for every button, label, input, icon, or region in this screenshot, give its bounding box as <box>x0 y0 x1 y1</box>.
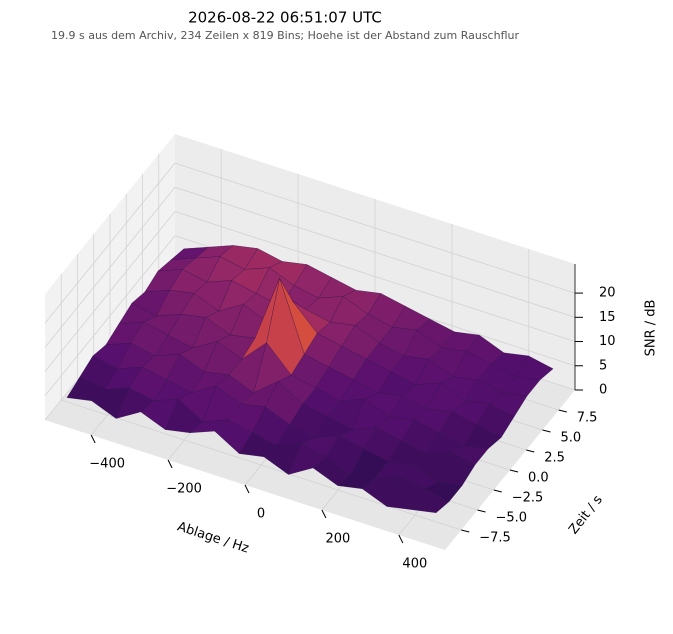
x-tick <box>167 459 173 469</box>
y-axis-label: Zeit / s <box>566 492 606 537</box>
grid-line <box>44 162 176 324</box>
y-tick <box>542 429 551 433</box>
x-tick <box>321 509 327 519</box>
z-tick-label: 15 <box>599 310 616 325</box>
y-tick-label: 5.0 <box>561 431 582 446</box>
grid-line <box>44 211 176 372</box>
x-axis-label: Ablage / Hz <box>175 519 250 556</box>
y-tick-label: −7.5 <box>479 531 511 546</box>
y-tick-label: 7.5 <box>577 411 598 426</box>
x-tick-label: −200 <box>166 482 202 497</box>
y-tick-label: −5.0 <box>496 511 528 526</box>
surface-cell <box>411 488 450 513</box>
z-tick-label: 10 <box>599 334 616 349</box>
y-tick <box>461 529 470 533</box>
grid-line <box>44 187 176 348</box>
grid-line <box>174 162 576 294</box>
x-tick-label: 200 <box>326 532 351 547</box>
y-tick <box>509 469 519 473</box>
y-tick-label: −2.5 <box>512 491 544 506</box>
z-tick-label: 5 <box>599 358 607 373</box>
z-axis-label: SNR / dB <box>644 300 659 357</box>
y-tick-label: 0.0 <box>528 471 549 486</box>
z-tick-label: 20 <box>599 286 616 301</box>
grid-line <box>44 235 176 397</box>
z-tick-label: 0 <box>599 383 607 398</box>
grid-line <box>174 186 576 318</box>
y-tick-label: 2.5 <box>544 451 565 466</box>
y-tick <box>493 489 502 493</box>
chart-title: 2026-08-22 06:51:07 UTC <box>188 9 382 27</box>
grid-line <box>61 399 462 531</box>
y-tick <box>526 449 535 453</box>
x-tick <box>398 534 404 544</box>
x-tick-label: 400 <box>402 557 427 572</box>
x-tick-label: 0 <box>257 507 265 522</box>
x-tick <box>90 434 96 444</box>
y-tick <box>477 509 486 513</box>
grid-line <box>174 211 576 342</box>
x-tick <box>244 484 250 494</box>
chart-subtitle: 19.9 s aus dem Archiv, 234 Zeilen x 819 … <box>51 29 519 42</box>
x-tick-label: −400 <box>89 457 125 472</box>
y-tick <box>558 409 567 413</box>
